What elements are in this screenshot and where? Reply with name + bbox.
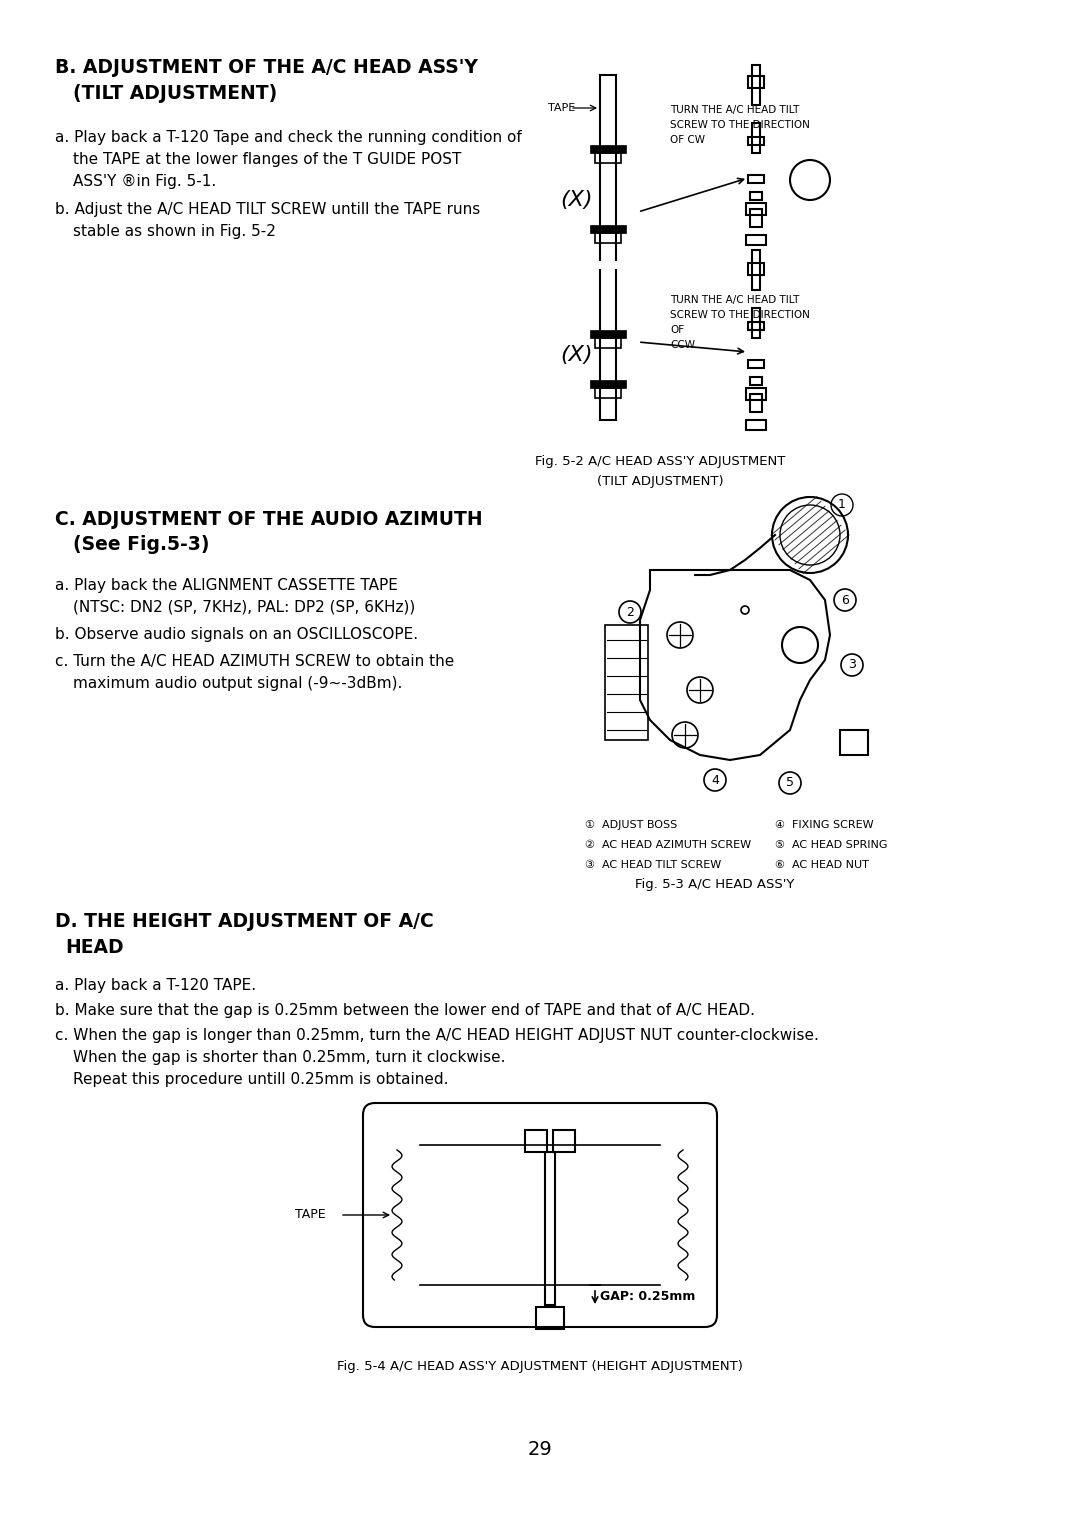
Text: a. Play back a T-120 TAPE.: a. Play back a T-120 TAPE. bbox=[55, 978, 256, 993]
Text: TURN THE A/C HEAD TILT: TURN THE A/C HEAD TILT bbox=[670, 105, 799, 114]
Bar bbox=[750, 209, 762, 227]
Text: ASS'Y ®in Fig. 5-1.: ASS'Y ®in Fig. 5-1. bbox=[73, 174, 216, 189]
Circle shape bbox=[780, 505, 840, 564]
Text: 6: 6 bbox=[841, 593, 849, 607]
Bar bbox=[590, 226, 626, 233]
Bar bbox=[590, 145, 626, 152]
Text: HEAD: HEAD bbox=[65, 938, 123, 958]
Text: 5: 5 bbox=[786, 776, 794, 790]
Text: Fig. 5-2 A/C HEAD ASS'Y ADJUSTMENT: Fig. 5-2 A/C HEAD ASS'Y ADJUSTMENT bbox=[535, 454, 785, 468]
Text: Fig. 5-3 A/C HEAD ASS'Y: Fig. 5-3 A/C HEAD ASS'Y bbox=[635, 878, 795, 891]
Bar bbox=[595, 339, 621, 348]
Text: (NTSC: DN2 (SP, 7KHz), PAL: DP2 (SP, 6KHz)): (NTSC: DN2 (SP, 7KHz), PAL: DP2 (SP, 6KH… bbox=[73, 599, 415, 615]
Bar bbox=[746, 387, 766, 400]
Text: ⑤  AC HEAD SPRING: ⑤ AC HEAD SPRING bbox=[775, 840, 888, 849]
Text: TAPE: TAPE bbox=[548, 104, 576, 113]
Bar bbox=[536, 1307, 564, 1328]
Text: a. Play back a T-120 Tape and check the running condition of: a. Play back a T-120 Tape and check the … bbox=[55, 130, 522, 145]
Text: ③  AC HEAD TILT SCREW: ③ AC HEAD TILT SCREW bbox=[585, 860, 721, 869]
Text: When the gap is shorter than 0.25mm, turn it clockwise.: When the gap is shorter than 0.25mm, tur… bbox=[73, 1051, 505, 1064]
Text: 2: 2 bbox=[626, 605, 634, 619]
Bar bbox=[748, 360, 764, 368]
Text: Fig. 5-4 A/C HEAD ASS'Y ADJUSTMENT (HEIGHT ADJUSTMENT): Fig. 5-4 A/C HEAD ASS'Y ADJUSTMENT (HEIG… bbox=[337, 1360, 743, 1372]
Text: GAP: 0.25mm: GAP: 0.25mm bbox=[600, 1290, 696, 1304]
Bar bbox=[748, 76, 764, 88]
Bar bbox=[590, 380, 626, 387]
Bar bbox=[748, 137, 764, 145]
Text: CCW: CCW bbox=[670, 340, 696, 351]
Text: c. When the gap is longer than 0.25mm, turn the A/C HEAD HEIGHT ADJUST NUT count: c. When the gap is longer than 0.25mm, t… bbox=[55, 1028, 819, 1043]
Bar bbox=[595, 152, 621, 163]
Bar bbox=[590, 329, 626, 339]
Bar bbox=[750, 377, 762, 384]
Text: 3: 3 bbox=[848, 659, 856, 671]
Bar bbox=[750, 393, 762, 412]
Text: maximum audio output signal (-9~-3dBm).: maximum audio output signal (-9~-3dBm). bbox=[73, 676, 403, 691]
Text: D. THE HEIGHT ADJUSTMENT OF A/C: D. THE HEIGHT ADJUSTMENT OF A/C bbox=[55, 912, 434, 930]
Text: stable as shown in Fig. 5-2: stable as shown in Fig. 5-2 bbox=[73, 224, 275, 239]
Text: SCREW TO THE DIRECTION: SCREW TO THE DIRECTION bbox=[670, 310, 810, 320]
Text: SCREW TO THE DIRECTION: SCREW TO THE DIRECTION bbox=[670, 120, 810, 130]
Text: OF CW: OF CW bbox=[670, 136, 705, 145]
Bar bbox=[595, 387, 621, 398]
Text: 29: 29 bbox=[528, 1440, 552, 1459]
Bar bbox=[752, 124, 760, 152]
Bar bbox=[525, 1130, 546, 1151]
Bar bbox=[748, 262, 764, 274]
Text: ④  FIXING SCREW: ④ FIXING SCREW bbox=[775, 820, 874, 830]
Text: TURN THE A/C HEAD TILT: TURN THE A/C HEAD TILT bbox=[670, 294, 799, 305]
Bar bbox=[750, 192, 762, 200]
Bar bbox=[752, 308, 760, 339]
Bar bbox=[746, 235, 766, 246]
Text: b. Observe audio signals on an OSCILLOSCOPE.: b. Observe audio signals on an OSCILLOSC… bbox=[55, 627, 418, 642]
Text: TAPE: TAPE bbox=[295, 1208, 326, 1222]
Text: C. ADJUSTMENT OF THE AUDIO AZIMUTH: C. ADJUSTMENT OF THE AUDIO AZIMUTH bbox=[55, 509, 483, 529]
Bar bbox=[748, 175, 764, 183]
Text: OF: OF bbox=[670, 325, 684, 336]
Bar bbox=[746, 419, 766, 430]
Text: b. Make sure that the gap is 0.25mm between the lower end of TAPE and that of A/: b. Make sure that the gap is 0.25mm betw… bbox=[55, 1003, 755, 1019]
Bar bbox=[545, 1151, 555, 1305]
Bar bbox=[553, 1130, 575, 1151]
Text: (TILT ADJUSTMENT): (TILT ADJUSTMENT) bbox=[596, 474, 724, 488]
Text: 1: 1 bbox=[838, 499, 846, 511]
Text: (X): (X) bbox=[561, 191, 593, 210]
Text: the TAPE at the lower flanges of the T GUIDE POST: the TAPE at the lower flanges of the T G… bbox=[73, 152, 461, 168]
Text: a. Play back the ALIGNMENT CASSETTE TAPE: a. Play back the ALIGNMENT CASSETTE TAPE bbox=[55, 578, 397, 593]
Circle shape bbox=[772, 497, 848, 573]
Text: B. ADJUSTMENT OF THE A/C HEAD ASS'Y: B. ADJUSTMENT OF THE A/C HEAD ASS'Y bbox=[55, 58, 477, 76]
Text: (See Fig.5-3): (See Fig.5-3) bbox=[73, 535, 210, 554]
Bar bbox=[748, 322, 764, 329]
Bar bbox=[840, 730, 868, 755]
Text: (TILT ADJUSTMENT): (TILT ADJUSTMENT) bbox=[73, 84, 278, 104]
Text: (X): (X) bbox=[561, 345, 593, 364]
Text: 4: 4 bbox=[711, 773, 719, 787]
Text: ②  AC HEAD AZIMUTH SCREW: ② AC HEAD AZIMUTH SCREW bbox=[585, 840, 751, 849]
Bar bbox=[752, 250, 760, 290]
Bar bbox=[595, 233, 621, 242]
Bar bbox=[746, 203, 766, 215]
Text: c. Turn the A/C HEAD AZIMUTH SCREW to obtain the: c. Turn the A/C HEAD AZIMUTH SCREW to ob… bbox=[55, 654, 455, 669]
Text: ⑥  AC HEAD NUT: ⑥ AC HEAD NUT bbox=[775, 860, 869, 869]
Bar bbox=[752, 66, 760, 105]
Text: b. Adjust the A/C HEAD TILT SCREW untill the TAPE runs: b. Adjust the A/C HEAD TILT SCREW untill… bbox=[55, 201, 481, 217]
Text: ①  ADJUST BOSS: ① ADJUST BOSS bbox=[585, 820, 677, 830]
Text: Repeat this procedure untill 0.25mm is obtained.: Repeat this procedure untill 0.25mm is o… bbox=[73, 1072, 448, 1087]
